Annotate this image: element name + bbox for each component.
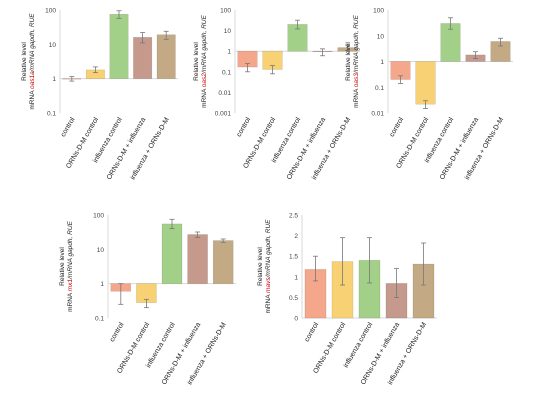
y-tick-label: 10 [97, 247, 105, 254]
y-tick-label: 0.01 [218, 90, 231, 97]
y-axis-label-prefix: mRNA [201, 87, 208, 108]
gene-name: oas3 [353, 73, 360, 87]
y-axis-label-prefix: mRNA [29, 89, 36, 110]
y-axis-label-line1: Relative level [59, 247, 66, 286]
bar [212, 240, 234, 284]
y-tick-label: 10 [49, 42, 57, 49]
y-tick-label: 1 [294, 274, 298, 281]
y-tick-label: 100 [220, 8, 231, 15]
bar [161, 223, 183, 284]
bar [187, 234, 208, 284]
y-tick-label: 2 [294, 233, 298, 240]
y-axis-label-line1: Relative level [257, 247, 264, 286]
y-tick-label: 100 [45, 8, 56, 15]
y-axis-label-suffix: /mRNA gapdh, RUE [201, 15, 208, 75]
y-axis-label-prefix: mRNA [353, 87, 360, 108]
y-tick-label: 0.01 [371, 111, 384, 118]
gene-name: oas2 [201, 73, 208, 87]
y-axis-label-prefix: mRNA [67, 291, 74, 312]
category-label: influenza control [343, 321, 375, 369]
y-axis-label-prefix: mRNA [265, 293, 272, 314]
y-tick-label: 100 [373, 8, 384, 15]
bar [156, 34, 176, 79]
y-axis-label-line2: mRNA oas3/mRNA gapdh, RUE [353, 15, 360, 108]
y-axis-label-suffix: /mRNA gapdh, RUE [265, 219, 272, 279]
y-tick-label: 0.5 [289, 295, 298, 302]
y-tick-label: 0.1 [47, 111, 56, 118]
category-label: control [60, 116, 77, 138]
y-axis-label-line2: mRNA mx1/mRNA gapdh, RUE [67, 220, 74, 311]
y-axis-label-suffix: /mRNA gapdh, RUE [67, 220, 74, 280]
y-tick-label: 1 [52, 76, 56, 83]
gene-name: mx1 [67, 279, 74, 292]
category-label: control [389, 116, 406, 138]
category-label: control [109, 321, 126, 343]
y-tick-label: 100 [93, 213, 104, 220]
y-axis-label-line2: mRNA mavs/mRNA gapdh, RUE [265, 219, 272, 314]
y-axis-label-line1: Relative level [345, 42, 352, 81]
category-label: control [304, 321, 321, 343]
gene-name: mavs [265, 277, 272, 293]
y-tick-label: 0.1 [222, 69, 231, 76]
y-tick-label: 10 [224, 28, 232, 35]
y-axis-label-line1: Relative level [193, 42, 200, 81]
bar [415, 61, 436, 105]
y-tick-label: 2.5 [289, 213, 298, 220]
bar [133, 37, 153, 79]
y-tick-label: 0 [294, 316, 298, 323]
category-label: control [236, 116, 253, 138]
y-tick-label: 1 [100, 281, 104, 288]
y-tick-label: 0.1 [375, 85, 384, 92]
y-axis-label-line1: Relative level [21, 42, 28, 81]
gene-name: oas1a [29, 71, 36, 89]
y-axis-label-line2: mRNA oas1a/mRNA gapdh, RUE [29, 13, 36, 110]
y-tick-label: 1 [380, 59, 384, 66]
y-tick-label: 0.001 [215, 111, 232, 118]
y-axis-label-suffix: /mRNA gapdh, RUE [353, 15, 360, 75]
y-axis-label-line2: mRNA oas2/mRNA gapdh, RUE [201, 15, 208, 108]
y-tick-label: 10 [377, 33, 385, 40]
y-tick-label: 1.5 [289, 254, 298, 261]
bar [109, 14, 129, 79]
y-tick-label: 0.1 [95, 316, 104, 323]
y-axis-label-suffix: /mRNA gapdh, RUE [29, 13, 36, 73]
y-tick-label: 1 [227, 49, 231, 56]
